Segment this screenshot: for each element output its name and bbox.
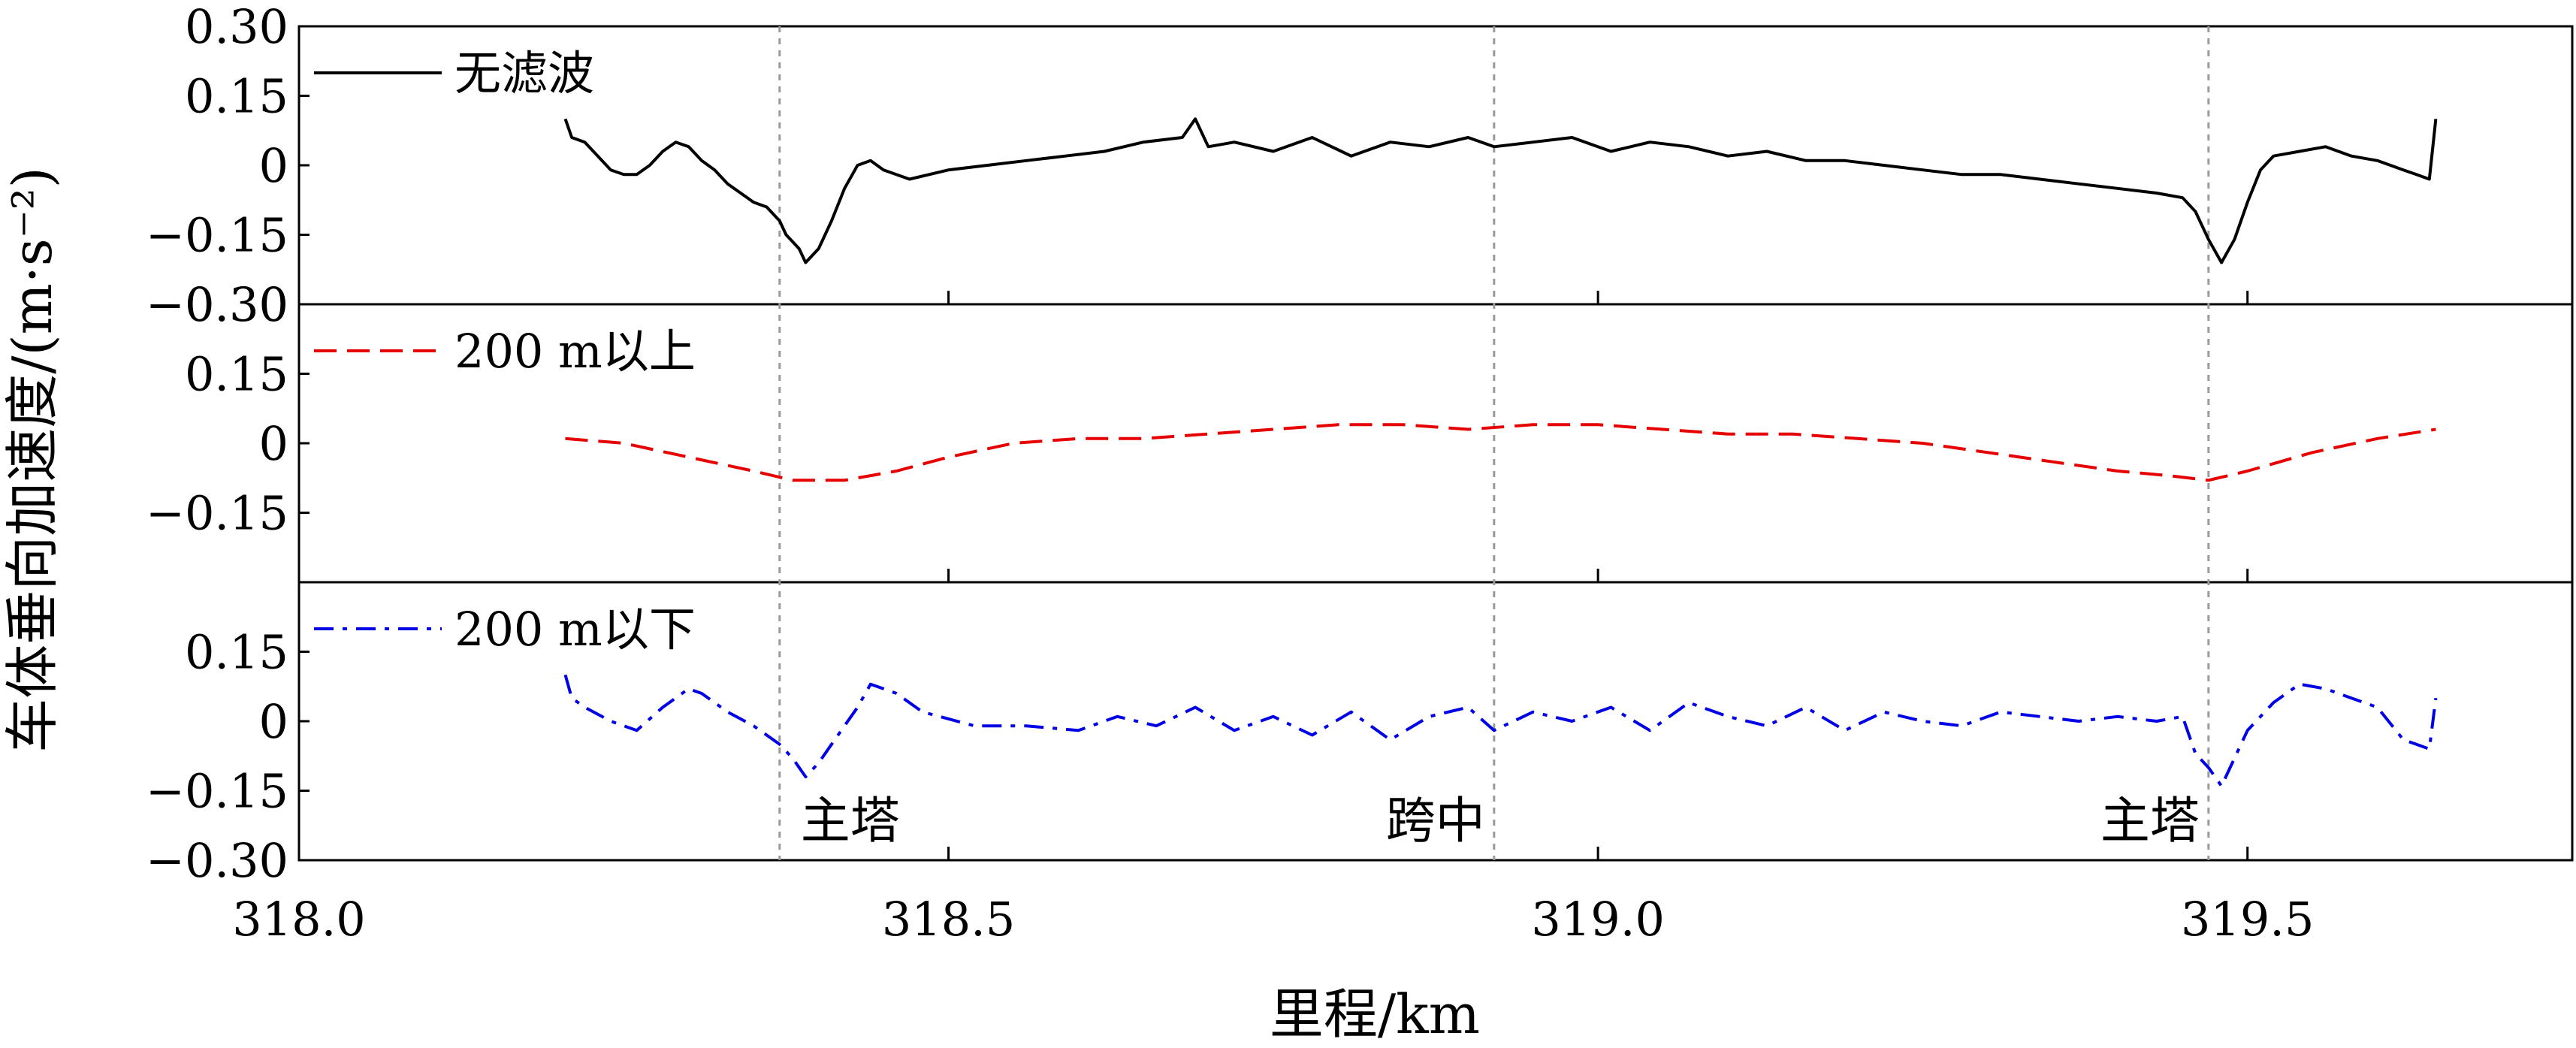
- x-tick-label: 318.0: [232, 892, 366, 947]
- y-tick-label: −0.15: [146, 764, 288, 819]
- y-axis-label: 车体垂向加速度/(m·s⁻²): [1, 167, 64, 752]
- axis-ticks: −0.30−0.1500.150.30−0.1500.150.30−0.30−0…: [146, 0, 2314, 947]
- annotation-label: 跨中: [1386, 792, 1485, 850]
- x-tick-label: 318.5: [882, 892, 1016, 947]
- y-tick-label: −0.15: [146, 208, 288, 263]
- y-tick-label: −0.30: [146, 277, 288, 332]
- series-line: [565, 423, 2436, 482]
- annotation-label: 主塔: [801, 792, 900, 850]
- x-tick-label: 319.0: [1531, 892, 1665, 947]
- y-tick-label: 0.15: [185, 69, 288, 124]
- annotations: 主塔 跨中 主塔: [801, 792, 2200, 850]
- legend-label: 无滤波: [454, 46, 594, 101]
- y-tick-label: −0.30: [146, 833, 288, 888]
- panel-frame: [297, 25, 2574, 306]
- y-tick-label: 0: [259, 416, 288, 471]
- x-axis-label: 里程/km: [1270, 983, 1480, 1046]
- y-tick-label: 0: [259, 694, 288, 749]
- legend-label: 200 m以下: [454, 602, 696, 657]
- legends: 无滤波 200 m以上 200 m以下: [314, 46, 696, 657]
- y-tick-label: 0.15: [185, 347, 288, 402]
- y-tick-label: 0.30: [185, 0, 288, 54]
- y-tick-label: 0.30: [185, 277, 288, 332]
- reference-lines: [778, 26, 2210, 860]
- series-line: [563, 117, 2438, 264]
- legend-label: 200 m以上: [454, 324, 696, 379]
- annotation-label: 主塔: [2100, 792, 2200, 850]
- panel-frames: [297, 25, 2574, 862]
- series-line: [563, 674, 2438, 788]
- y-tick-label: 0.15: [185, 625, 288, 680]
- y-tick-label: −0.15: [146, 486, 288, 541]
- y-tick-label: 0: [259, 138, 288, 193]
- data-series: [563, 117, 2438, 788]
- x-tick-label: 319.5: [2181, 892, 2315, 947]
